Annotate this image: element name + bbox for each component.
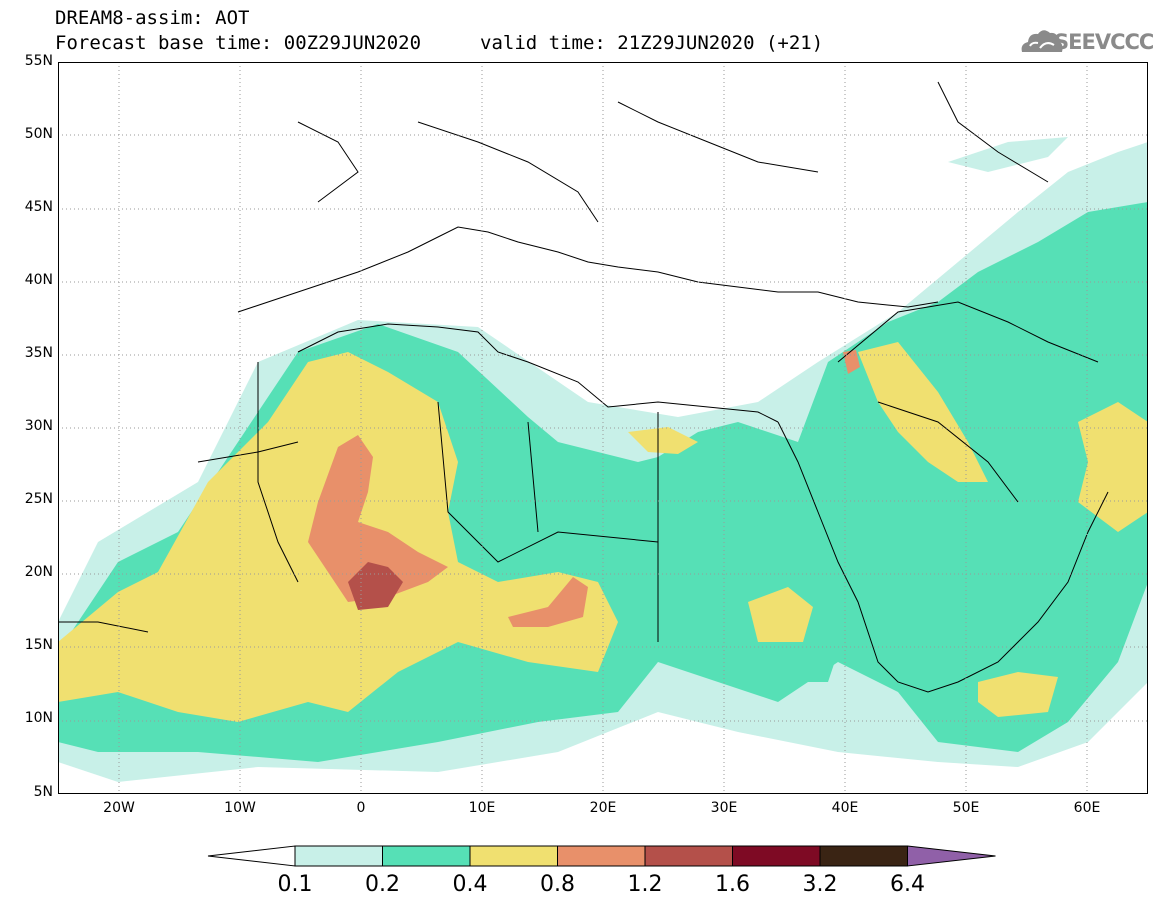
chart-title: DREAM8-assim: AOT (55, 7, 250, 29)
aot-band-0.4-egypt (628, 427, 698, 454)
colorbar-tick-label: 1.2 (627, 872, 663, 897)
colorbar-under-triangle (207, 845, 296, 867)
lat-label: 35N (24, 345, 53, 361)
logo-text: SEEVCCC (1054, 30, 1154, 54)
aot-map (58, 62, 1148, 794)
colorbar-segment (294, 845, 383, 867)
colorbar-segment (469, 845, 558, 867)
aot-band-0.4-arabia (858, 342, 988, 482)
lon-label: 40E (831, 800, 859, 816)
lat-label: 45N (24, 199, 53, 215)
forecast-base-time: Forecast base time: 00Z29JUN2020 (55, 32, 422, 54)
lon-label: 20W (103, 800, 135, 816)
graticule (58, 62, 1148, 794)
lat-label: 30N (24, 418, 53, 434)
aot-band-1.2 (348, 562, 403, 610)
lat-label: 5N (33, 784, 53, 800)
lat-label: 10N (24, 710, 53, 726)
colorbar-segment (732, 845, 821, 867)
lat-label: 55N (24, 53, 53, 69)
lon-label: 10W (224, 800, 256, 816)
colorbar-over-triangle (907, 845, 996, 867)
colorbar-tick-label: 3.2 (802, 872, 838, 897)
lat-label: 50N (24, 126, 53, 142)
aot-band-0.8-chad (508, 577, 588, 627)
lon-label: 0 (356, 800, 366, 816)
lon-label: 50E (952, 800, 980, 816)
colorbar-tick-label: 1.6 (715, 872, 750, 897)
colorbar-tick-label: 0.4 (452, 872, 488, 897)
aot-band-0.4-oman (978, 672, 1058, 717)
lon-label: 30E (710, 800, 738, 816)
lat-label: 15N (24, 637, 53, 653)
colorbar-segment (557, 845, 646, 867)
aot-band-0.4-sudan (748, 587, 813, 642)
lon-label: 10E (468, 800, 496, 816)
aot-band-0.8 (308, 435, 448, 602)
colorbar-segment (819, 845, 908, 867)
colorbar-tick-label: 6.4 (890, 872, 925, 897)
lon-label: 60E (1073, 800, 1101, 816)
colorbar (207, 845, 996, 867)
cloud-icon (1021, 30, 1063, 52)
aot-band-0.1-north (948, 137, 1068, 172)
lat-label: 25N (24, 491, 53, 507)
valid-time: valid time: 21Z29JUN2020 (+21) (480, 32, 824, 54)
coastlines (58, 81, 1109, 693)
colorbar-tick-label: 0.1 (277, 872, 313, 897)
aot-field (58, 62, 1148, 794)
colorbar-tick-label: 0.8 (540, 872, 575, 897)
lon-label: 20E (589, 800, 617, 816)
lat-label: 20N (24, 564, 53, 580)
aot-band-0.4-gulf (1078, 402, 1148, 532)
colorbar-segment (644, 845, 733, 867)
colorbar-segment (382, 845, 471, 867)
lat-label: 40N (24, 272, 53, 288)
colorbar-tick-label: 0.2 (365, 872, 400, 897)
aot-band-0.8-iraq (843, 350, 860, 374)
